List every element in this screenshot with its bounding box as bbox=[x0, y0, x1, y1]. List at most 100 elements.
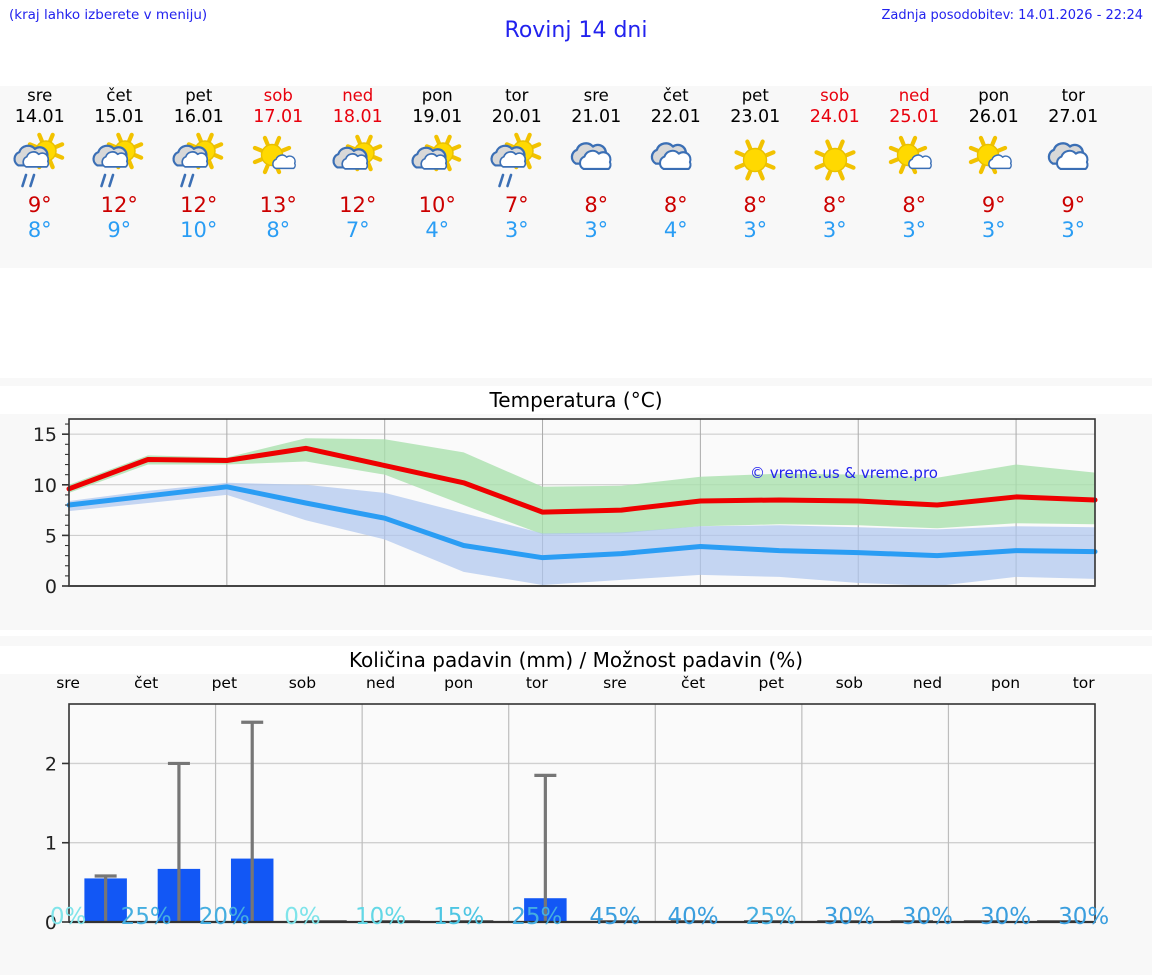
cloudy-icon bbox=[644, 131, 708, 191]
forecast-temp-min: 3° bbox=[902, 218, 927, 242]
forecast-day-name: pon bbox=[978, 86, 1010, 105]
forecast-day-12[interactable]: ned 25.01 8° 3° bbox=[875, 86, 955, 268]
temperature-series-2 bbox=[66, 484, 1098, 561]
forecast-day-14[interactable]: tor 27.01 9° 3° bbox=[1034, 86, 1114, 268]
forecast-temp-max: 13° bbox=[259, 193, 297, 217]
forecast-temp-min: 7° bbox=[345, 218, 370, 242]
forecast-temp-min: 8° bbox=[27, 218, 52, 242]
forecast-day-11[interactable]: sob 24.01 8° 3° bbox=[795, 86, 875, 268]
precipitation-day-label: ned bbox=[365, 674, 396, 692]
last-updated-text: Zadnja posodobitev: 14.01.2026 - 22:24 bbox=[881, 8, 1143, 23]
forecast-day-9[interactable]: čet 22.01 8° 4° bbox=[636, 86, 716, 268]
forecast-temp-min: 3° bbox=[1061, 218, 1086, 242]
forecast-day-name: čet bbox=[662, 86, 689, 105]
forecast-temp-min: 3° bbox=[743, 218, 768, 242]
forecast-day-13[interactable]: pon 26.01 9° 3° bbox=[954, 86, 1034, 268]
forecast-day-name: pet bbox=[185, 86, 213, 105]
forecast-temp-max: 9° bbox=[981, 193, 1006, 217]
precipitation-probability-label: 20% bbox=[198, 904, 250, 930]
forecast-day-1[interactable]: sre 14.01 9° 8° bbox=[0, 86, 80, 268]
sun-small-cloud-icon bbox=[962, 131, 1026, 191]
temperature-chart: Temperatura (°C) 0 5 10 15 bbox=[0, 378, 1152, 630]
forecast-temp-min: 8° bbox=[266, 218, 291, 242]
svg-text:5: 5 bbox=[45, 525, 57, 547]
forecast-temp-min: 3° bbox=[822, 218, 847, 242]
sun-cloud-rain-icon bbox=[87, 131, 151, 191]
precipitation-probability-label: 0% bbox=[284, 904, 321, 930]
forecast-day-2[interactable]: čet 15.01 12° 9° bbox=[80, 86, 160, 268]
menu-hint-text: (kraj lahko izberete v meniju) bbox=[9, 7, 208, 23]
precipitation-chart: Količina padavin (mm) / Možnost padavin … bbox=[0, 636, 1152, 975]
forecast-temp-max: 9° bbox=[1061, 193, 1086, 217]
forecast-temp-max: 9° bbox=[27, 193, 52, 217]
precipitation-day-label: čet bbox=[134, 674, 159, 692]
precipitation-day-label: ned bbox=[912, 674, 943, 692]
precipitation-probability-label: 15% bbox=[433, 904, 485, 930]
precipitation-day-label: tor bbox=[525, 674, 548, 692]
forecast-day-date: 15.01 bbox=[94, 107, 145, 127]
forecast-day-date: 24.01 bbox=[809, 107, 860, 127]
forecast-day-6[interactable]: pon 19.01 10° 4° bbox=[398, 86, 478, 268]
forecast-temp-min: 4° bbox=[663, 218, 688, 242]
precipitation-day-labels: sre čet pet sob ned pon tor sre čet pet sob ned pon t… bbox=[29, 674, 1123, 698]
forecast-day-name: čet bbox=[106, 86, 133, 105]
forecast-day-date: 19.01 bbox=[412, 107, 463, 127]
forecast-day-name: sob bbox=[820, 86, 850, 105]
temperature-band-1 bbox=[69, 438, 1095, 535]
precipitation-probability-label: 30% bbox=[1058, 904, 1110, 930]
forecast-day-date: 25.01 bbox=[889, 107, 940, 127]
forecast-strip: sre 14.01 9° 8° čet 15.01 12° 9° pet 16.01 12° 10° s… bbox=[0, 86, 1152, 268]
sun-small-cloud-icon bbox=[882, 131, 946, 191]
precipitation-probability-label: 30% bbox=[980, 904, 1032, 930]
precipitation-plot: 0 1 2 bbox=[45, 703, 1096, 934]
precipitation-day-label: čet bbox=[680, 674, 706, 692]
header-bar: (kraj lahko izberete v meniju) Rovinj 14… bbox=[0, 0, 1152, 62]
forecast-day-3[interactable]: pet 16.01 12° 10° bbox=[159, 86, 239, 268]
forecast-day-name: sre bbox=[27, 86, 53, 105]
forecast-temp-max: 8° bbox=[584, 193, 609, 217]
forecast-temp-max: 8° bbox=[902, 193, 927, 217]
forecast-day-name: sre bbox=[583, 86, 609, 105]
forecast-temp-min: 9° bbox=[107, 218, 132, 242]
forecast-temp-max: 8° bbox=[663, 193, 688, 217]
forecast-day-date: 16.01 bbox=[173, 107, 224, 127]
page-title: Rovinj 14 dni bbox=[504, 18, 648, 43]
cloudy-icon bbox=[564, 131, 628, 191]
forecast-day-name: tor bbox=[505, 86, 529, 105]
forecast-day-8[interactable]: sre 21.01 8° 3° bbox=[557, 86, 637, 268]
precipitation-day-label: sob bbox=[288, 674, 317, 692]
forecast-temp-min: 3° bbox=[981, 218, 1006, 242]
forecast-day-5[interactable]: ned 18.01 12° 7° bbox=[318, 86, 398, 268]
temperature-chart-title: Temperatura (°C) bbox=[0, 386, 1152, 414]
forecast-temp-max: 8° bbox=[822, 193, 847, 217]
forecast-day-date: 20.01 bbox=[491, 107, 542, 127]
precipitation-day-label: sre bbox=[603, 674, 627, 692]
forecast-temp-max: 12° bbox=[180, 193, 218, 217]
cloudy-icon bbox=[1041, 131, 1105, 191]
spacer-region bbox=[0, 268, 1152, 378]
svg-text:0: 0 bbox=[45, 912, 57, 934]
sun-cloud-icon bbox=[405, 131, 469, 191]
temperature-series-1 bbox=[66, 445, 1098, 515]
forecast-day-date: 18.01 bbox=[332, 107, 383, 127]
precipitation-probability-label: 10% bbox=[355, 904, 407, 930]
sun-cloud-rain-icon bbox=[167, 131, 231, 191]
forecast-day-date: 21.01 bbox=[571, 107, 622, 127]
forecast-day-4[interactable]: sob 17.01 13° 8° bbox=[239, 86, 319, 268]
precipitation-probability-label: 30% bbox=[901, 904, 953, 930]
precipitation-probability-label: 45% bbox=[589, 904, 641, 930]
precipitation-probability-label: 25% bbox=[120, 904, 172, 930]
forecast-day-date: 23.01 bbox=[730, 107, 781, 127]
precipitation-day-label: pet bbox=[211, 674, 238, 692]
sun-cloud-rain-icon bbox=[485, 131, 549, 191]
svg-text:1: 1 bbox=[45, 833, 57, 855]
forecast-day-date: 27.01 bbox=[1048, 107, 1099, 127]
forecast-day-7[interactable]: tor 20.01 7° 3° bbox=[477, 86, 557, 268]
sun-cloud-icon bbox=[326, 131, 390, 191]
forecast-day-date: 14.01 bbox=[14, 107, 65, 127]
copyright-label: © vreme.us & vreme.pro bbox=[750, 464, 938, 482]
precipitation-day-label: sob bbox=[835, 674, 864, 692]
precipitation-day-label: sre bbox=[56, 674, 80, 692]
forecast-day-10[interactable]: pet 23.01 8° 3° bbox=[716, 86, 796, 268]
sun-small-cloud-icon bbox=[246, 131, 310, 191]
